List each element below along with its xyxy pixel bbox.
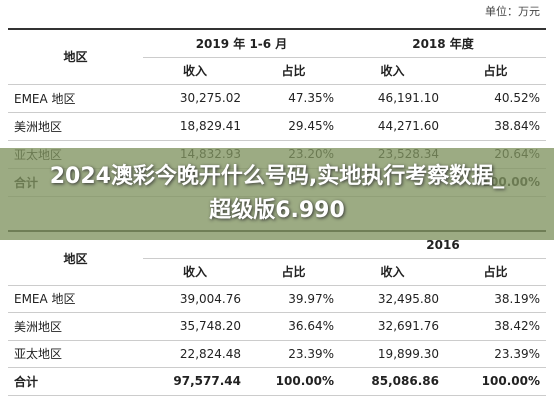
cell: 23.39% [247, 340, 340, 368]
banner-text: 2024澳彩今晚开什么号码,实地执行考察数据_超级版6.990 [49, 164, 505, 223]
cell: 47.35% [247, 84, 340, 113]
cell: 收入 [340, 258, 445, 286]
cell: 收入 [340, 57, 445, 85]
cell: 44,271.60 [340, 112, 445, 141]
cell: 38.84% [445, 112, 547, 141]
cell: 占比 [445, 57, 547, 85]
header-row: 地区 2016 [8, 231, 546, 286]
cell: 占比 [445, 258, 546, 286]
cell: 40.52% [445, 84, 547, 113]
cell: 美洲地区 [8, 112, 143, 141]
cell: 占比 [247, 258, 340, 286]
cell: 23.39% [445, 340, 546, 368]
cell: 合计 [8, 367, 143, 396]
data-row: 合计 97,577.44 100.00% 85,086.86 100.00% [8, 367, 546, 396]
cell: 100.00% [247, 367, 340, 396]
data-row: 美洲地区 18,829.41 29.45% 44,271.60 38.84% [8, 112, 547, 141]
cell: 19,899.30 [340, 340, 445, 368]
cell: 38.19% [445, 285, 546, 313]
data-row: 亚太地区 22,824.48 23.39% 19,899.30 23.39% [8, 340, 546, 368]
cell: 29.45% [247, 112, 340, 141]
cell: 22,824.48 [143, 340, 247, 368]
cell: 美洲地区 [8, 312, 143, 341]
cell: 32,495.80 [340, 285, 445, 313]
cell: 100.00% [445, 367, 546, 396]
cell: EMEA 地区 [8, 285, 143, 313]
cell: EMEA 地区 [8, 84, 143, 113]
cell: 46,191.10 [340, 84, 445, 113]
data-table: 地区 2016 收入 占比 收入 占比 EMEA 地区 39,004.76 39.97% 32,4… [8, 230, 546, 396]
cell: 收入 [143, 258, 247, 286]
cell: 39,004.76 [143, 285, 247, 313]
cell: 85,086.86 [340, 367, 445, 396]
cell: 占比 [247, 57, 340, 85]
header-row: 地区 2019 年 1-6 月 2018 年度 [8, 29, 547, 85]
cell: 18,829.41 [143, 112, 247, 141]
cell: 30,275.02 [143, 84, 247, 113]
subheader-row: 收入 占比 收入 占比 [8, 57, 547, 85]
cell: 39.97% [247, 285, 340, 313]
data-row: 美洲地区 35,748.20 36.64% 32,691.76 38.42% [8, 312, 546, 341]
cell: 亚太地区 [8, 340, 143, 368]
cell: 35,748.20 [143, 312, 247, 341]
cell: 97,577.44 [143, 367, 247, 396]
cell: 38.42% [445, 312, 546, 341]
unit-label: 单位：万元 [485, 5, 540, 18]
data-row: EMEA 地区 30,275.02 47.35% 46,191.10 40.52% [8, 84, 547, 113]
overlay-banner: 2024澳彩今晚开什么号码,实地执行考察数据_超级版6.990 [0, 148, 554, 240]
cell: 地区 [8, 29, 143, 85]
data-row: EMEA 地区 39,004.76 39.97% 32,495.80 38.19% [8, 285, 546, 313]
cell: 36.64% [247, 312, 340, 341]
cell: 32,691.76 [340, 312, 445, 341]
cell: 收入 [143, 57, 247, 85]
subheader-row: 收入 占比 收入 占比 [8, 258, 546, 286]
cell: 2018 年度 [340, 29, 547, 58]
cell: 2019 年 1-6 月 [143, 29, 340, 58]
cell: 地区 [8, 231, 143, 286]
